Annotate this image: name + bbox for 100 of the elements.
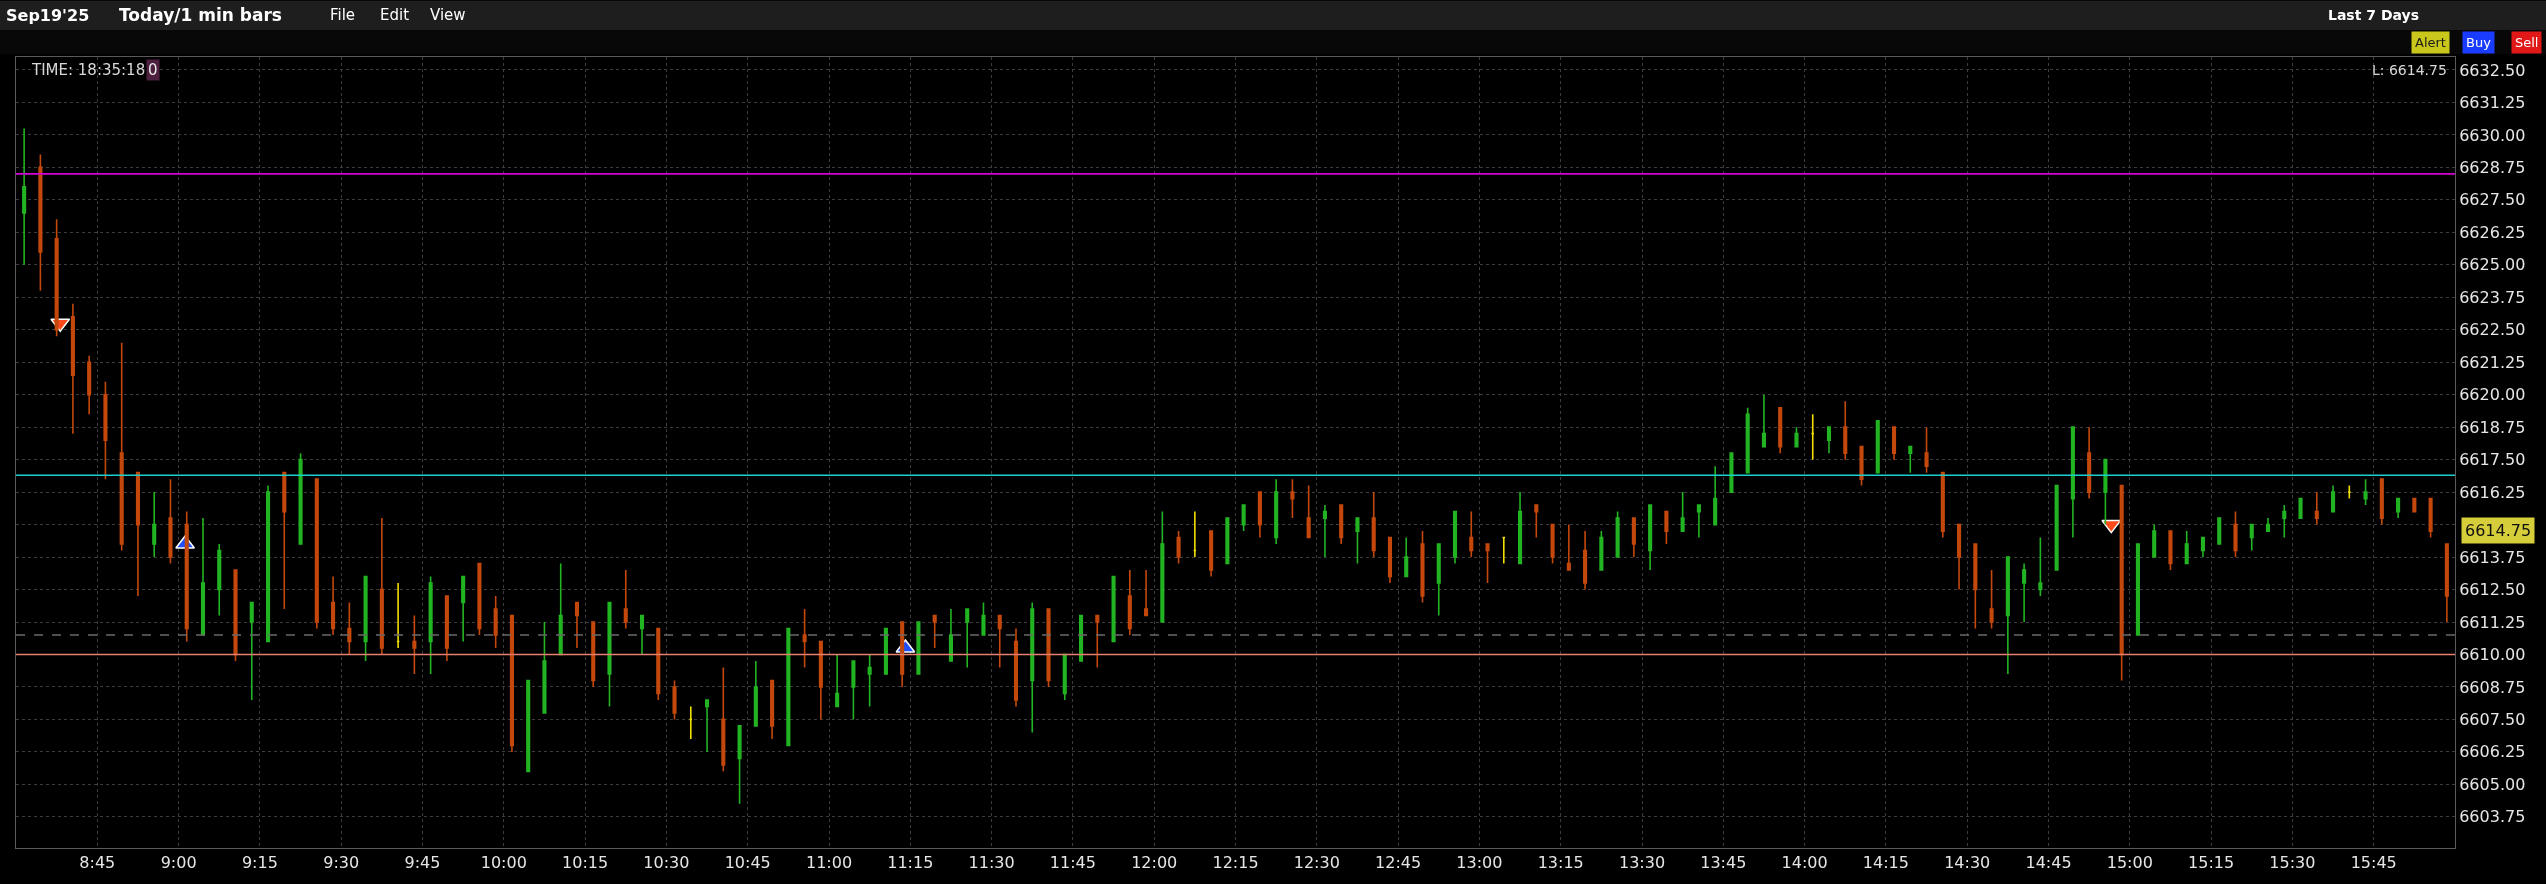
y-tick-label: 6606.25 [2459,742,2526,762]
candlestick [1973,543,1978,630]
candlestick [38,153,43,292]
candlestick [574,601,580,649]
x-tick-label: 13:00 [1456,853,1503,873]
candlestick [233,569,238,662]
y-tick-label: 6628.75 [2459,158,2526,177]
x-tick-label: 9:30 [323,853,360,873]
y-tick-label: 6605.00 [2459,774,2526,794]
x-tick-label: 15:00 [2106,853,2153,873]
candlestick [2363,478,2368,506]
x-tick-label: 13:15 [1537,853,1584,873]
text: View [430,6,466,24]
annotation: 0 [148,61,158,79]
candlestick [770,679,775,740]
candlestick [1030,601,1035,734]
candlestick [217,543,222,617]
candlestick [2282,504,2287,539]
candlestick [900,621,905,688]
x-tick-label: 8:45 [79,853,116,873]
text: Buy [2466,35,2492,50]
candlestick [70,302,75,435]
candlestick [2103,458,2108,526]
candlestick [1469,510,1474,558]
candlestick [965,608,970,669]
chart-subtitle: Today/1 min bars [119,5,282,25]
candlestick [2184,530,2189,565]
candlestick [786,627,791,747]
text: Alert [2415,35,2446,50]
candlestick [1648,504,1653,571]
x-tick-label: 11:00 [805,853,853,873]
candlestick [2168,530,2173,571]
candlestick [932,614,937,649]
x-tick-label: 15:45 [2350,853,2397,873]
y-tick-label: 6631.25 [2459,93,2526,113]
candlestick [1875,419,1880,474]
candlestick [2396,497,2401,519]
candlestick [672,679,677,721]
candlestick [1989,569,1994,630]
candlestick [1046,608,1051,688]
candlestick [1583,530,1588,591]
x-tick-label: 14:30 [1944,853,1991,873]
candlestick [981,601,986,636]
candlestick [1826,426,1832,454]
candlestick [835,653,840,708]
candlestick [119,341,124,552]
candlestick [1696,504,1701,539]
candlestick [444,595,449,662]
candlestick [948,608,953,662]
candlestick [331,575,336,636]
candlestick [1144,569,1149,617]
candlestick [2265,517,2271,532]
candlestick [623,569,628,630]
x-tick-label: 15:30 [2269,853,2316,873]
candlestick [2314,491,2319,526]
text: 6614.75 [2465,521,2532,540]
candlestick [1778,406,1783,454]
candlestick [1095,614,1100,669]
candlestick [1160,510,1165,623]
candlestick [1274,478,1279,545]
candlestick [282,471,287,610]
candlestick [1339,504,1344,545]
candlestick [688,705,693,740]
candlestick [363,575,368,662]
candlestick [1209,530,1214,578]
candlestick [2347,484,2352,500]
candlestick [542,621,547,714]
candlestick [607,601,612,708]
candlestick [2217,517,2222,545]
x-tick-label: 15:15 [2188,853,2235,873]
candlestick [428,575,433,675]
candlestick [1859,445,1864,487]
y-tick-label: 6626.25 [2459,222,2526,242]
candlestick [135,471,140,597]
candlestick [639,614,645,656]
x-tick-label: 14:45 [2025,853,2072,873]
y-tick-label: 6613.75 [2459,547,2526,567]
candlestick [1306,484,1311,539]
candlestick [1745,406,1750,474]
candlestick [1436,543,1441,617]
y-tick-label: 6612.50 [2459,580,2526,600]
x-tick-label: 14:00 [1781,853,1828,873]
text: File [330,6,356,24]
candlestick [2022,562,2027,623]
candlestick [87,354,92,415]
candlestick [2412,497,2417,513]
y-tick-label: 6611.25 [2459,612,2526,632]
candlestick [1843,400,1848,461]
candlestick [867,653,872,708]
candlestick [1241,504,1246,532]
candlestick [1615,510,1620,558]
candlestick [1729,452,1734,493]
x-tick-label: 9:00 [160,853,197,873]
candlestick [1550,523,1555,565]
x-tick-label: 10:00 [480,853,527,873]
x-tick-label: 11:30 [968,853,1015,873]
x-tick-label: 10:45 [724,853,771,873]
candlestick [2054,484,2059,571]
candlestick [2135,543,2140,636]
candlestick [477,562,482,636]
